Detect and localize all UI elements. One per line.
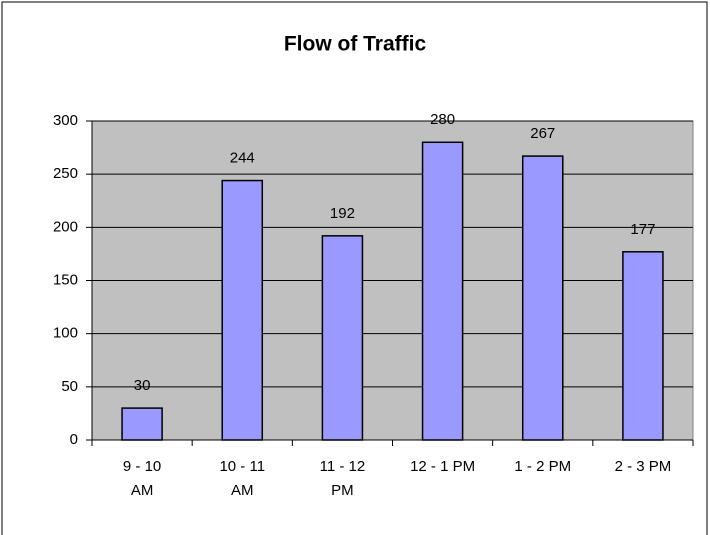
y-tick-label: 200 (53, 218, 78, 235)
y-tick-label: 250 (53, 165, 78, 182)
y-tick-label: 300 (53, 112, 78, 129)
data-label: 30 (134, 377, 151, 394)
x-tick-label: 11 - 12 PM (319, 458, 366, 499)
x-tick-label: 1 - 2 PM (514, 458, 572, 475)
bar (321, 235, 364, 441)
chart-title: Flow of Traffic (284, 33, 427, 56)
y-tick-label: 100 (53, 325, 78, 342)
bar (622, 251, 664, 441)
x-tick-label: 2 - 3 PM (614, 458, 672, 475)
y-tick-label: 50 (61, 378, 78, 395)
x-tick-label: 9 - 10 AM (122, 458, 162, 499)
bar (121, 407, 163, 441)
bar (521, 155, 564, 441)
data-label: 267 (530, 125, 555, 142)
y-tick-label: 0 (70, 431, 78, 448)
bar (421, 141, 464, 441)
x-tick-label: 10 - 11 AM (219, 458, 266, 499)
data-label: 177 (630, 221, 655, 238)
data-label: 244 (230, 150, 255, 167)
y-tick-label: 150 (53, 271, 78, 288)
data-label: 280 (430, 111, 455, 128)
data-label: 192 (330, 205, 355, 222)
bar (221, 179, 264, 441)
x-tick-label: 12 - 1 PM (410, 458, 476, 475)
